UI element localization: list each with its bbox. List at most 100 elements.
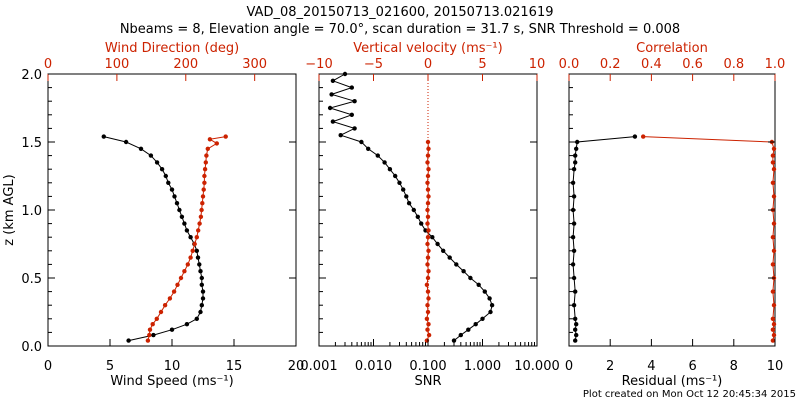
correlation-point [771,248,777,253]
vertical-velocity-point [425,139,431,145]
wind-speed-point [101,134,107,139]
snr-point [330,119,336,124]
ytick-label: 1.0 [21,204,42,219]
snr-point [419,221,424,226]
wind-direction-point [190,248,195,253]
ytick-label: 1.5 [21,136,42,151]
vertical-velocity-point [425,221,430,226]
vertical-velocity-point [425,255,431,260]
snr-top-tick-label: −5 [364,57,383,72]
wind-speed-point [199,275,204,281]
wind-speed-point [198,309,203,315]
snr-point [430,235,435,240]
panel-wind-toplabel: Wind Direction (deg) [105,41,239,56]
wind-direction-point [192,241,197,247]
snr-point [342,71,348,77]
correlation-point [771,303,777,308]
wind-speed-point [197,262,202,267]
wind-speed-point [200,296,206,301]
vertical-velocity-point [426,228,431,233]
snr-point [401,187,406,192]
snr-point [435,241,440,247]
wind-speed-point [154,160,160,165]
residual-point [570,235,576,240]
correlation-point [770,180,776,185]
wind-speed-point [166,180,171,185]
wind-speed-point [138,146,144,151]
snr-point [406,201,412,206]
wind-direction-point [171,289,177,294]
vertical-velocity-point [425,262,430,267]
snr-point [387,167,393,172]
residual-bottom-tick-label: 0 [565,359,573,374]
correlation-point [770,316,776,321]
vertical-velocity-point [425,187,431,192]
wind-speed-point [184,322,190,327]
vertical-velocity-point [425,173,431,179]
wind-speed-point [194,316,199,321]
snr-point [480,316,485,321]
panel-wind-xlabel: Wind Speed (ms⁻¹) [110,374,233,389]
wind-speed-point [188,235,193,240]
wind-direction-point [158,309,164,315]
snr-point [349,85,354,90]
snr-point [349,112,354,118]
wind-direction-point [202,167,208,172]
wind-direction-point [214,141,219,146]
vertical-velocity-point [425,303,430,308]
residual-point [574,332,579,338]
wind-speed-point [172,194,177,199]
wind-speed-point [199,282,204,287]
residual-point [570,262,576,267]
correlation-point [770,262,776,267]
vertical-velocity-point [425,275,431,281]
residual-point [573,153,578,158]
panel-residual-ticks: 0 2 4 6 8 10 0.0 0.2 0.4 0.6 0.8 1.0 [559,57,786,374]
wind-speed-point [151,332,156,338]
correlation-point [770,160,776,165]
wind-direction-point [201,187,206,192]
residual-point [571,194,577,199]
wind-direction-point [200,201,205,206]
wind-speed-point [184,228,190,233]
vertical-velocity-point [425,241,430,247]
vertical-velocity-point [425,207,430,213]
wind-speed-point [148,153,154,158]
correlation-point [771,332,777,338]
correlation-point [770,153,776,158]
vertical-velocity-point [426,322,431,327]
ytick-label: 0.0 [21,340,42,355]
wind-speed-point [200,289,206,294]
plot-created-footer: Plot created on Mon Oct 12 20:45:34 2015 [583,389,796,400]
wind-speed-point [159,167,165,172]
ytick-label: 0.5 [21,272,42,287]
vertical-velocity-point [425,180,430,185]
snr-point [482,289,487,294]
residual-point [571,167,577,172]
residual-point [573,160,578,165]
wind-speed-point [195,255,201,260]
residual-bottom-tick-label: 6 [688,359,696,374]
wind-direction-point [167,296,173,301]
figure-subtitle: Nbeams = 8, Elevation angle = 70.0°, sca… [120,22,680,37]
correlation-point [771,167,777,172]
panel-snr: 0.001 0.010 0.100 1.000 10.000−10 −5 0 5 10 SNR … [300,41,559,389]
residual-top-tick-label: 0.8 [723,57,744,72]
snr-point [466,327,471,332]
panel-residual-xlabel: Residual (ms⁻¹) [622,374,723,389]
panel-snr-toplabel: Vertical velocity (ms⁻¹) [353,41,502,56]
wind-direction-point [196,228,201,233]
snr-point [375,153,380,158]
wind-top-tick-label: 0 [44,57,52,72]
wind-top-tick-label: 100 [104,57,129,72]
snr-point [352,99,357,104]
wind-direction-point [207,137,213,142]
snr-point [338,133,343,138]
vertical-velocity-point [425,160,430,165]
wind-bottom-tick-label: 0 [44,359,52,374]
vertical-velocity-point [426,146,431,151]
wind-direction-point [199,207,204,213]
wind-direction-point [200,194,206,199]
wind-direction-point [147,332,152,338]
wind-speed-point [163,173,168,179]
